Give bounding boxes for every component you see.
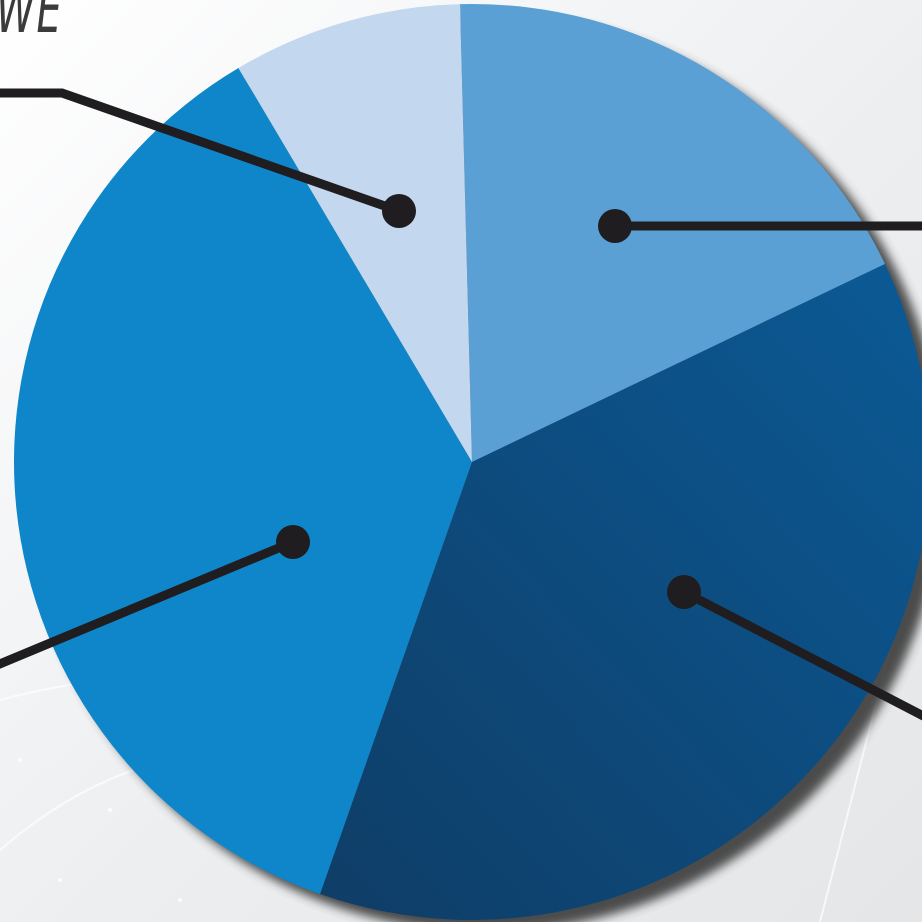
leader-dot-dark [667, 575, 701, 609]
leader-dot-blue [276, 525, 310, 559]
leader-line-blue [0, 537, 295, 669]
leader-line-light [0, 88, 401, 216]
pie-slice-blue [13, 68, 472, 895]
leader-line-dark [681, 588, 922, 721]
leader-dot-medium [598, 209, 632, 243]
pie-slices [13, 4, 922, 920]
leader-lines [0, 88, 922, 721]
cut-off-label: WE [0, 0, 63, 48]
pie-slice-light-blue [238, 4, 472, 462]
pie-slice-medium-blue [460, 4, 885, 463]
pie-slice-dark-blue [320, 263, 922, 920]
leader-dot-light [382, 194, 416, 228]
